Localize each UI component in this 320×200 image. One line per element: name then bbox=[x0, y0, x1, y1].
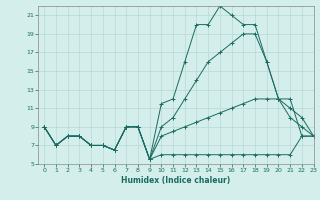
X-axis label: Humidex (Indice chaleur): Humidex (Indice chaleur) bbox=[121, 176, 231, 185]
